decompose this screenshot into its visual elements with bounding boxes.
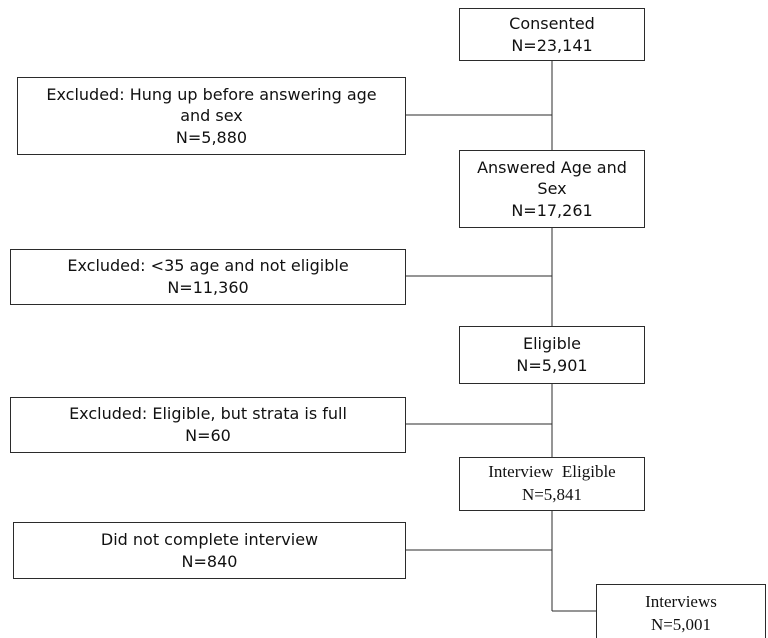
excluded-hung-up-box: Excluded: Hung up before answering age a… bbox=[17, 77, 406, 155]
did-not-complete-count: N=840 bbox=[181, 551, 238, 571]
answered-age-sex-count: N=17,261 bbox=[511, 200, 593, 220]
excluded-strata-full-label: Excluded: Eligible, but strata is full bbox=[69, 404, 347, 424]
answered-age-sex-label-1: Answered Age and bbox=[477, 157, 627, 177]
excluded-under-35-count: N=11,360 bbox=[167, 278, 249, 297]
interviews-count: N=5,001 bbox=[650, 614, 712, 634]
answered-age-sex-box: Answered Age and Sex N=17,261 bbox=[459, 150, 645, 228]
answered-age-sex-label-2: Sex bbox=[537, 179, 567, 199]
excluded-hung-up-count: N=5,880 bbox=[175, 127, 248, 147]
did-not-complete-box: Did not complete interview N=840 bbox=[13, 522, 406, 579]
excluded-under-35-box: Excluded: <35 age and not eligible N=11,… bbox=[10, 249, 406, 305]
excluded-strata-full-count: N=60 bbox=[185, 426, 231, 445]
eligible-label: Eligible bbox=[522, 334, 582, 354]
interviews-box: Interviews N=5,001 bbox=[596, 584, 766, 638]
eligible-count: N=5,901 bbox=[516, 356, 588, 375]
interview-eligible-label: Interview Eligible bbox=[488, 462, 616, 482]
consented-box: Consented N=23,141 bbox=[459, 8, 645, 61]
excluded-hung-up-label-1: Excluded: Hung up before answering age bbox=[46, 84, 377, 104]
excluded-under-35-label: Excluded: <35 age and not eligible bbox=[67, 256, 349, 276]
interviews-label: Interviews bbox=[645, 592, 717, 611]
interview-eligible-box: Interview Eligible N=5,841 bbox=[459, 457, 645, 511]
eligible-box: Eligible N=5,901 bbox=[459, 326, 645, 384]
interview-eligible-count: N=5,841 bbox=[521, 485, 583, 504]
did-not-complete-label: Did not complete interview bbox=[100, 529, 319, 549]
consented-label: Consented bbox=[509, 13, 595, 33]
excluded-strata-full-box: Excluded: Eligible, but strata is full N… bbox=[10, 397, 406, 453]
consented-count: N=23,141 bbox=[511, 35, 593, 55]
excluded-hung-up-label-2: and sex bbox=[180, 106, 243, 126]
